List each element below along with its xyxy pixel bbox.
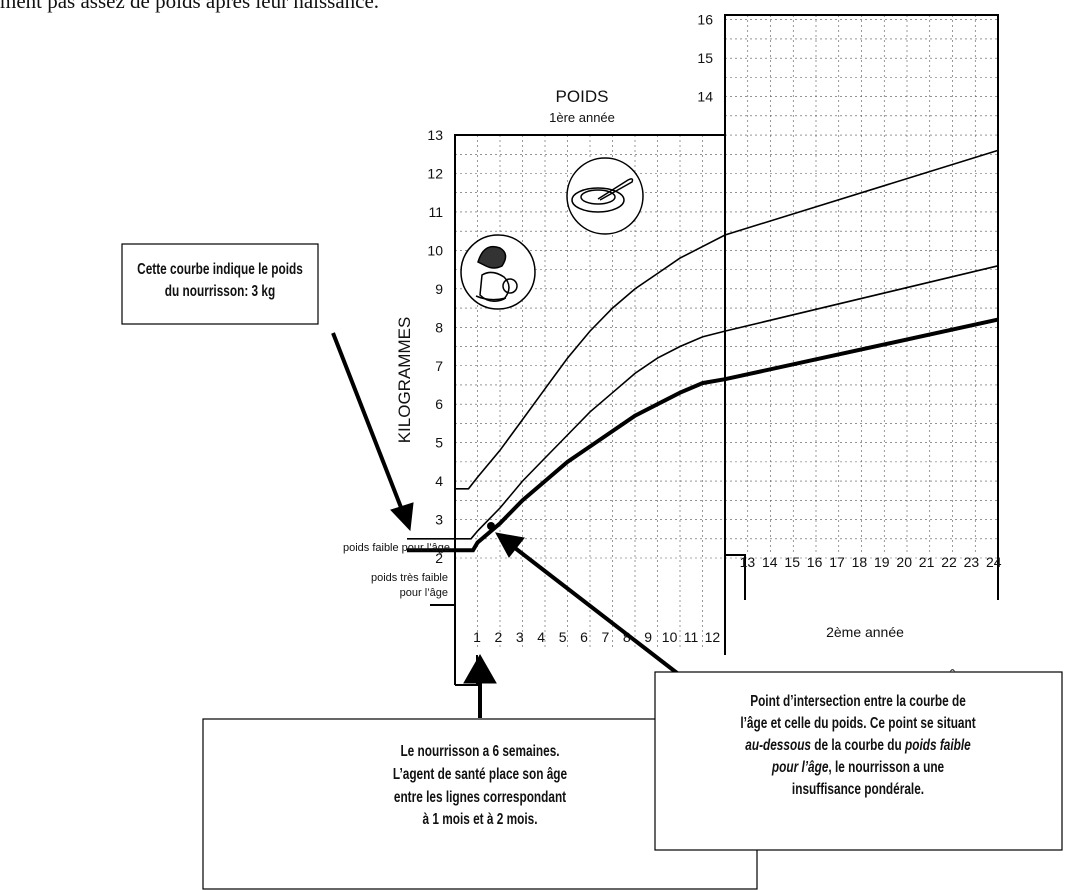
y-tick-label: 10 [427,242,443,258]
callout-text: poids faible [904,735,971,753]
callout-line: au-dessous de la courbe du poids faible [745,735,971,753]
x-tick-label: 24 [986,554,1002,570]
y-tick-label: 7 [435,358,443,374]
x-tick-label: 13 [740,554,756,570]
callout-text: insuffisance pondérale. [792,779,924,797]
callout-text: , le nourrisson a une [828,757,944,775]
x-tick-label: 19 [874,554,890,570]
callout-line: Le nourrisson a 6 semaines. [400,741,559,759]
x-tick-label: 15 [784,554,800,570]
callout-line: du nourrisson: 3 kg [165,281,275,299]
chart-subtitle: 1ère année [549,110,615,125]
low-weight-label: poids faible pour l’âge [343,542,450,554]
callout-3: Point d’intersection entre la courbe de … [655,672,1062,850]
y-tick-label: 3 [435,512,443,528]
x-tick-label: 18 [852,554,868,570]
callout-text: de la courbe du [811,735,905,753]
callout-line: pour l’âge, le nourrisson a une [771,757,944,775]
x-tick-label: 23 [964,554,980,570]
y-tick-label: 4 [435,473,443,489]
x-tick-label: 20 [896,554,912,570]
callout-line: l’âge et celle du poids. Ce point se sit… [740,713,976,731]
callout-line: L’agent de santé place son âge [393,764,567,782]
upper-curve [455,150,998,488]
x-tick-label: 5 [559,629,567,645]
y-tick-label: 16 [697,12,713,28]
callout-1: Cette courbe indique le poids du nourris… [122,244,318,324]
x-tick-label: 6 [580,629,588,645]
y-tick-label: 6 [435,396,443,412]
y-tick-label: 12 [427,166,443,182]
callout-text: au-dessous [745,735,811,753]
y-axis-label: KILOGRAMMES [395,317,414,444]
x-tick-label: 10 [662,629,678,645]
header-text: ment pas assez de poids après leur naiss… [0,0,379,13]
x-tick-label: 2 [495,629,503,645]
chart-title: POIDS [556,87,609,106]
y-tick-label: 8 [435,319,443,335]
x-tick-label: 16 [807,554,823,570]
x-tick-label: 4 [537,629,545,645]
y-tick-label: 13 [427,127,443,143]
y-tick-label: 15 [697,50,713,66]
y-tick-label: 9 [435,281,443,297]
x-tick-label: 1 [473,629,481,645]
x-tick-label: 14 [762,554,778,570]
callout-text: l’âge et celle du poids. Ce point se sit… [740,713,976,731]
callout-line: Cette courbe indique le poids [137,259,303,277]
page: ment pas assez de poids après leur naiss… [0,0,1083,890]
x-tick-label: 9 [644,629,652,645]
x-tick-label: 7 [602,629,610,645]
intersection-point [487,522,495,530]
callout-line: à 1 mois et à 2 mois. [422,809,537,827]
callout-line: entre les lignes correspondant [394,787,567,805]
y-tick-label: 14 [697,89,713,105]
callout-line: insuffisance pondérale. [792,779,924,797]
food-bowl-icon [567,158,643,234]
x-tick-label: 17 [829,554,845,570]
year2-label: 2ème année [826,624,904,640]
x-tick-label: 3 [516,629,524,645]
callout-text: Point d’intersection entre la courbe de [750,691,966,709]
y-tick-label: 11 [428,204,443,220]
callout-line: Point d’intersection entre la courbe de [750,691,966,709]
breastfeeding-icon [461,235,535,309]
very-low-weight-label: pour l’âge [400,587,448,599]
x-tick-label: 21 [919,554,935,570]
x-tick-label: 12 [705,629,721,645]
callout-text: pour l’âge [771,757,829,775]
y-tick-label: 5 [435,435,443,451]
x-tick-label: 22 [941,554,957,570]
y-tick-label: 2 [435,550,443,566]
x-tick-label: 11 [684,629,699,645]
very-low-weight-label: poids très faible [371,572,448,584]
arrows [333,333,690,718]
